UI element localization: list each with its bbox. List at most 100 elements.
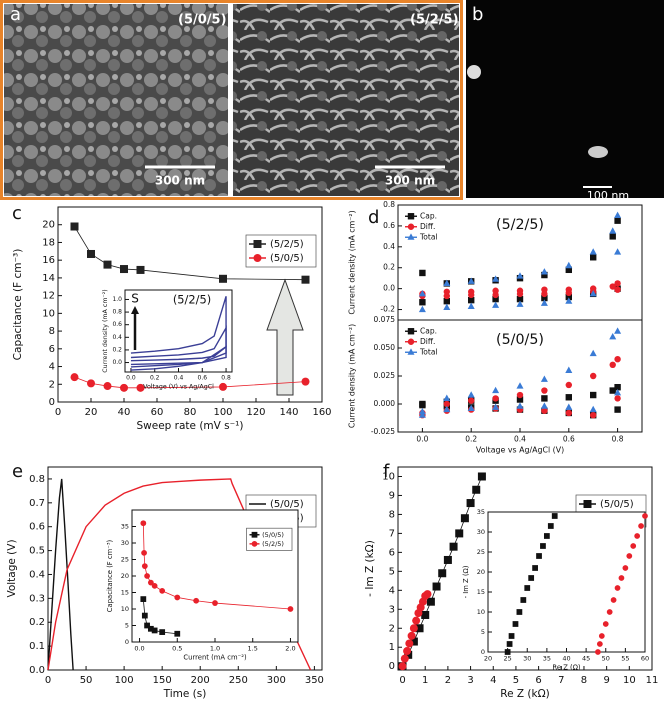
x-tick-label: 0.4 [514, 435, 526, 444]
marker [468, 291, 475, 299]
x-tick-label: 5 [513, 675, 519, 686]
marker [467, 404, 475, 412]
marker [540, 543, 546, 549]
marker [642, 513, 648, 519]
x-tick-label: 0.8 [612, 435, 624, 444]
x-tick-label: 50 [602, 655, 610, 663]
x-tick-label: 300 [267, 675, 286, 686]
x-tick-label: 0.2 [150, 375, 160, 382]
marker [590, 391, 597, 399]
marker [609, 233, 616, 240]
marker [467, 391, 475, 398]
marker [443, 400, 450, 408]
x-tick-label: 0.0 [126, 375, 136, 382]
marker [565, 409, 572, 417]
y-tick-label: 9 [389, 490, 395, 501]
y-axis-label: Current density (mA cm⁻²) [348, 210, 357, 314]
sem-image [233, 4, 459, 196]
x-tick-label: 30 [523, 655, 531, 663]
marker [630, 543, 637, 549]
image-label: (5/0/5) [178, 13, 227, 28]
marker [87, 249, 95, 258]
plot-frame [47, 466, 323, 671]
marker [609, 387, 616, 394]
marker [219, 382, 227, 391]
panel-letter: f [383, 461, 390, 482]
marker [287, 606, 294, 612]
y-tick-label: -0.025 [371, 427, 395, 436]
y-tick-label: 0 [49, 397, 55, 408]
marker [516, 300, 524, 307]
marker [590, 412, 597, 419]
marker [301, 275, 310, 284]
y-tick-label: 30 [477, 528, 485, 536]
marker [590, 254, 597, 261]
marker [598, 633, 605, 639]
y-tick-label: 15 [121, 589, 129, 597]
annotation: S [131, 292, 139, 306]
marker [609, 227, 617, 234]
marker [589, 290, 597, 297]
marker [212, 600, 218, 606]
marker [136, 265, 145, 274]
marker [516, 396, 524, 403]
marker [147, 579, 154, 586]
y-tick-label: 2 [389, 623, 395, 634]
x-tick-label: 8 [581, 675, 587, 686]
sem-image [466, 0, 664, 198]
x-tick-label: 2 [445, 675, 451, 686]
marker [87, 379, 95, 388]
marker [415, 624, 424, 633]
legend-label: Diff. [420, 222, 435, 231]
x-tick-label: 45 [582, 655, 590, 663]
trend-arrow [266, 278, 304, 396]
marker [610, 597, 617, 603]
marker [468, 296, 475, 304]
y-axis-label: Capacitance (F cm⁻³) [12, 249, 24, 361]
marker [638, 523, 644, 529]
marker [407, 348, 415, 355]
panel-letter: b [472, 4, 483, 25]
marker [622, 565, 629, 571]
marker [407, 213, 415, 220]
marker [504, 649, 511, 655]
x-tick-label: 0.5 [172, 645, 182, 653]
legend-label: Total [419, 232, 438, 241]
marker [409, 637, 418, 646]
y-tick-label: 0.4 [383, 242, 395, 251]
x-tick-label: 350 [305, 675, 324, 686]
y-tick-label: 20 [121, 572, 129, 580]
marker [418, 408, 426, 415]
marker [405, 639, 414, 648]
y-tick-label: 8 [49, 326, 55, 337]
marker [253, 240, 262, 248]
x-tick-label: 0.6 [198, 375, 208, 382]
x-tick-label: 50 [80, 675, 93, 686]
marker [443, 303, 451, 311]
marker [565, 403, 573, 410]
marker [443, 292, 450, 300]
particle [467, 65, 481, 79]
marker [418, 290, 426, 297]
x-tick-label: 120 [246, 407, 265, 418]
marker [407, 631, 416, 640]
y-tick-label: 0.5 [29, 546, 45, 557]
x-tick-label: 0.8 [221, 375, 231, 382]
y-axis-label: - Im Z (kΩ) [364, 540, 376, 597]
marker [443, 394, 451, 401]
marker [398, 662, 407, 671]
series-line [47, 478, 74, 671]
marker [565, 394, 572, 401]
y-axis-label: Voltage (V) [6, 539, 18, 597]
marker [590, 372, 597, 380]
x-tick-label: 7 [558, 675, 564, 686]
y-tick-label: 0.6 [29, 522, 45, 533]
marker [583, 500, 592, 508]
marker [147, 625, 154, 632]
legend-label: Cap. [420, 211, 437, 220]
marker [467, 302, 475, 309]
y-tick-label: 0.075 [374, 315, 396, 324]
y-tick-label: 0.8 [383, 200, 395, 209]
marker [492, 386, 500, 394]
